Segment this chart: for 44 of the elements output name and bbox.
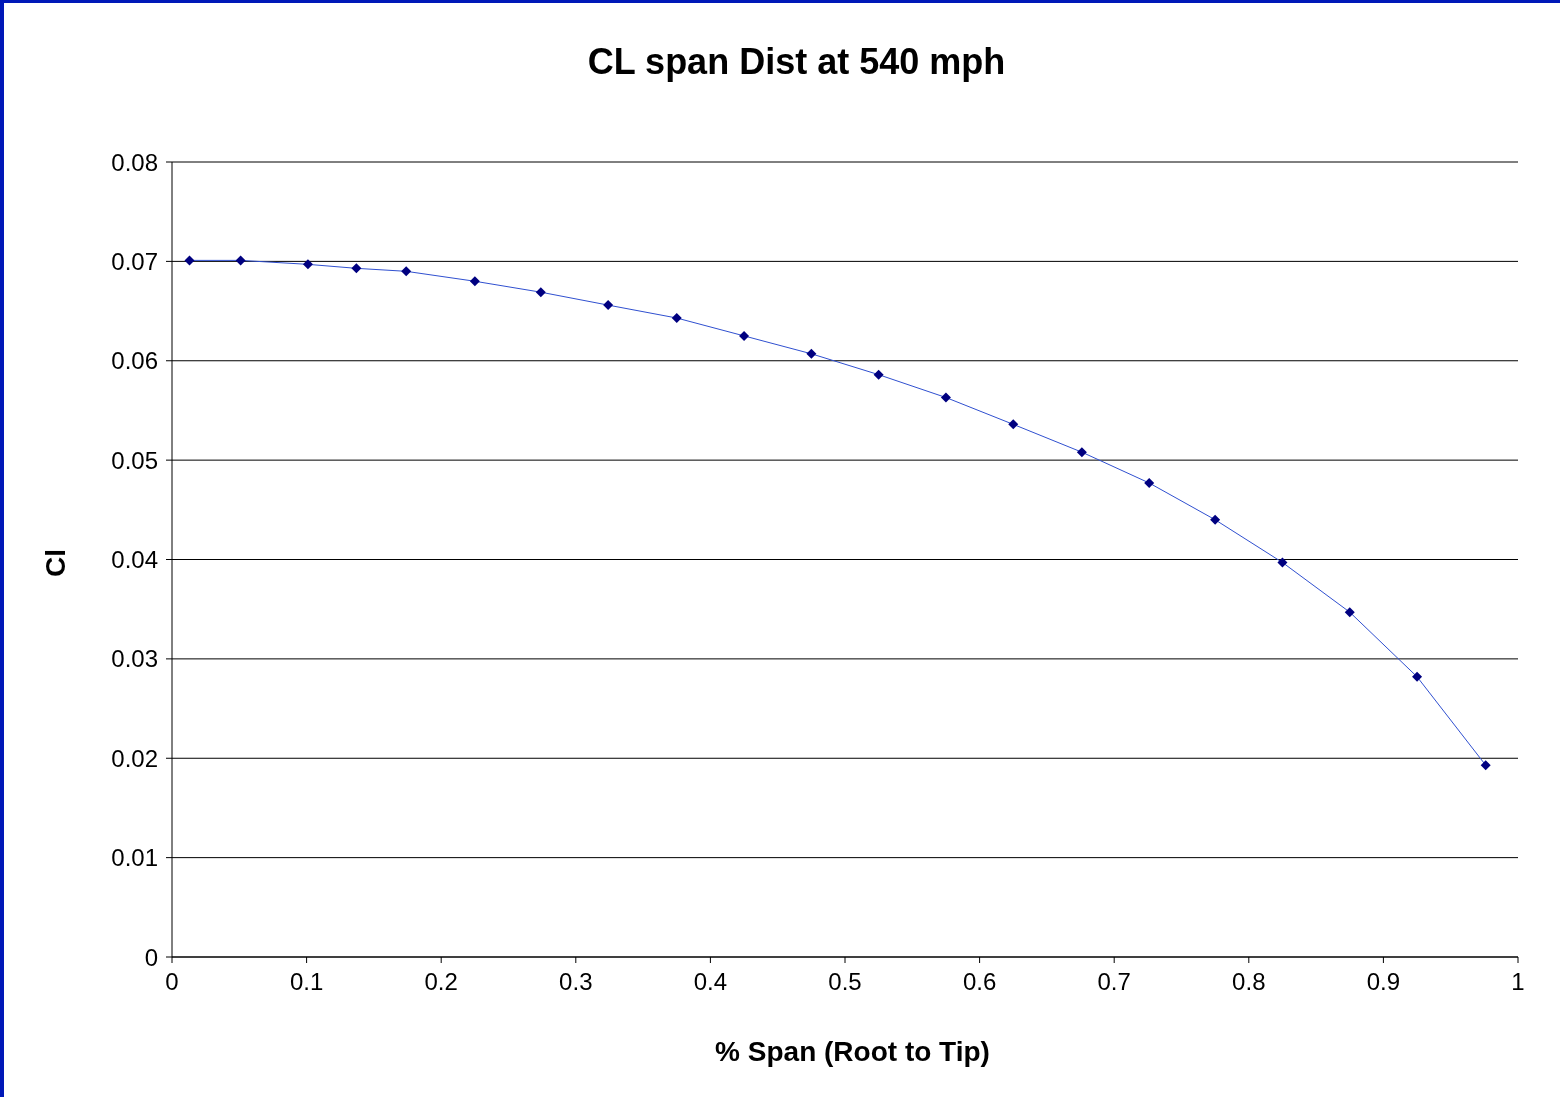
point xyxy=(1076,447,1087,458)
x-tick-label: 0.9 xyxy=(1366,968,1401,996)
point xyxy=(1277,557,1288,568)
chart-title: CL span Dist at 540 mph xyxy=(586,41,1007,83)
point xyxy=(739,330,750,341)
y-tick-label: 0.08 xyxy=(111,148,158,176)
point xyxy=(469,276,480,287)
point xyxy=(401,266,412,277)
x-tick-label: 0.1 xyxy=(289,968,324,996)
y-axis-title: Cl xyxy=(40,549,72,577)
y-tick-label: 0.01 xyxy=(111,844,158,872)
x-tick-label: 0.7 xyxy=(1097,968,1131,996)
point xyxy=(1480,760,1491,771)
y-tick-label: 0.07 xyxy=(111,247,158,275)
x-tick-label: 0.8 xyxy=(1232,968,1266,996)
point xyxy=(1008,419,1019,430)
x-axis-title: % Span (Root to Tip) xyxy=(714,1036,991,1068)
point xyxy=(671,313,682,324)
y-tick-label: 0 xyxy=(144,943,158,971)
x-tick-label: 0.2 xyxy=(424,968,458,996)
x-tick-label: 1 xyxy=(1511,968,1525,996)
point xyxy=(1412,671,1423,682)
y-tick-label: 0.02 xyxy=(111,744,158,772)
point xyxy=(1144,477,1155,488)
y-tick-label: 0.06 xyxy=(111,347,158,375)
x-tick-label: 0.6 xyxy=(962,968,997,996)
point xyxy=(1344,607,1355,618)
point xyxy=(235,255,246,266)
x-tick-label: 0 xyxy=(165,968,179,996)
point xyxy=(351,263,362,274)
point xyxy=(302,259,313,270)
x-tick-label: 0.3 xyxy=(559,968,593,996)
point xyxy=(873,369,884,380)
point xyxy=(806,348,817,359)
point xyxy=(603,300,614,311)
point xyxy=(940,392,951,403)
y-tick-label: 0.03 xyxy=(111,645,158,673)
x-tick-label: 0.4 xyxy=(693,968,728,996)
point xyxy=(184,255,195,266)
y-tick-label: 0.05 xyxy=(111,446,158,474)
point xyxy=(535,287,546,298)
y-tick-label: 0.04 xyxy=(111,546,158,574)
point xyxy=(1210,514,1221,525)
x-tick-label: 0.5 xyxy=(828,968,862,996)
